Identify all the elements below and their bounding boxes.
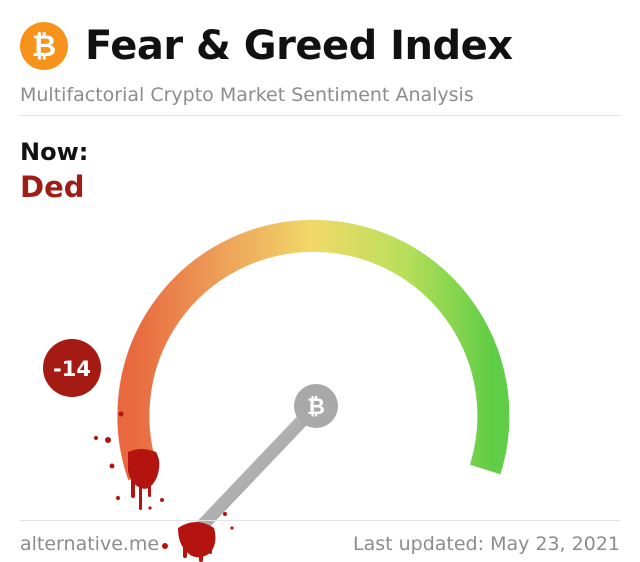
hub-bitcoin-icon: ₿ xyxy=(307,395,325,420)
score-value: -14 xyxy=(53,357,91,381)
divider xyxy=(20,520,620,521)
gauge-hub xyxy=(294,384,338,428)
bitcoin-symbol: ₿ xyxy=(31,28,57,64)
gauge-arc xyxy=(117,219,510,481)
score-badge xyxy=(43,339,101,397)
gauge-needle xyxy=(189,399,323,539)
divider xyxy=(20,115,620,116)
bitcoin-logo-icon: ₿ xyxy=(20,22,68,70)
page-title: Fear & Greed Index xyxy=(85,23,513,69)
now-label: Now: xyxy=(20,138,89,166)
last-updated: Last updated: May 23, 2021 xyxy=(353,533,620,555)
page-subtitle: Multifactorial Crypto Market Sentiment A… xyxy=(20,84,474,106)
source-link[interactable]: alternative.me xyxy=(20,533,160,555)
now-value: Ded xyxy=(20,170,85,204)
header: ₿ Fear & Greed Index xyxy=(20,22,513,70)
blood-splatter xyxy=(94,411,234,562)
